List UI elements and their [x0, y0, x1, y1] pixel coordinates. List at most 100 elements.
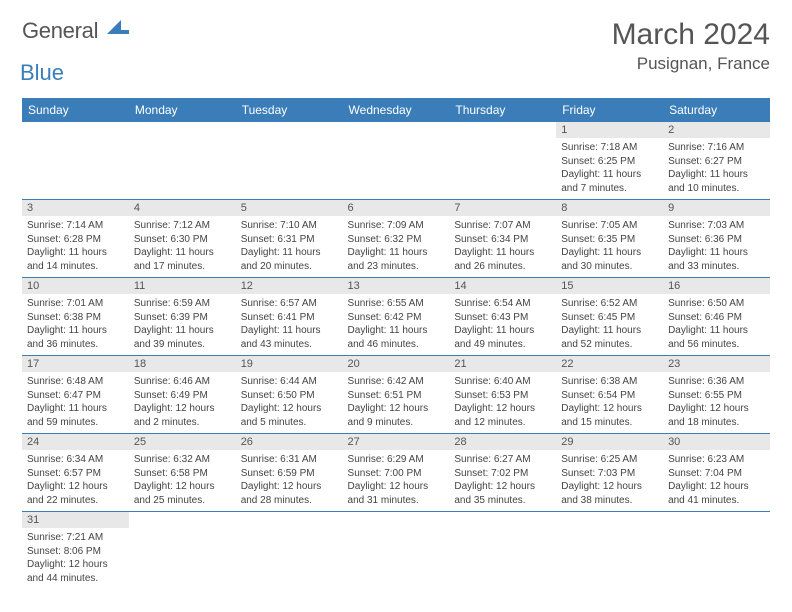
day-details: Sunrise: 7:14 AMSunset: 6:28 PMDaylight:… — [22, 216, 129, 277]
day-number: 21 — [449, 356, 556, 372]
calendar-cell: 22Sunrise: 6:38 AMSunset: 6:54 PMDayligh… — [556, 356, 663, 434]
day-number: 17 — [22, 356, 129, 372]
day-details: Sunrise: 6:57 AMSunset: 6:41 PMDaylight:… — [236, 294, 343, 355]
day-number: 1 — [556, 122, 663, 138]
day-number: 7 — [449, 200, 556, 216]
calendar-cell — [449, 122, 556, 200]
day-number: 22 — [556, 356, 663, 372]
calendar-cell: 8Sunrise: 7:05 AMSunset: 6:35 PMDaylight… — [556, 200, 663, 278]
day-details: Sunrise: 6:40 AMSunset: 6:53 PMDaylight:… — [449, 372, 556, 433]
calendar-cell: 4Sunrise: 7:12 AMSunset: 6:30 PMDaylight… — [129, 200, 236, 278]
day-number: 29 — [556, 434, 663, 450]
calendar-cell: 27Sunrise: 6:29 AMSunset: 7:00 PMDayligh… — [343, 434, 450, 512]
header: General Blue March 2024 Pusignan, France — [22, 18, 770, 86]
calendar-cell — [22, 122, 129, 200]
calendar-cell: 17Sunrise: 6:48 AMSunset: 6:47 PMDayligh… — [22, 356, 129, 434]
day-number: 8 — [556, 200, 663, 216]
day-number: 24 — [22, 434, 129, 450]
logo-flag-icon — [107, 25, 129, 42]
day-details: Sunrise: 7:03 AMSunset: 6:36 PMDaylight:… — [663, 216, 770, 277]
day-details: Sunrise: 7:05 AMSunset: 6:35 PMDaylight:… — [556, 216, 663, 277]
calendar-cell — [663, 512, 770, 590]
day-number: 3 — [22, 200, 129, 216]
calendar-cell: 18Sunrise: 6:46 AMSunset: 6:49 PMDayligh… — [129, 356, 236, 434]
day-details: Sunrise: 7:09 AMSunset: 6:32 PMDaylight:… — [343, 216, 450, 277]
day-number: 15 — [556, 278, 663, 294]
calendar-cell: 28Sunrise: 6:27 AMSunset: 7:02 PMDayligh… — [449, 434, 556, 512]
day-details: Sunrise: 6:36 AMSunset: 6:55 PMDaylight:… — [663, 372, 770, 433]
calendar-cell: 7Sunrise: 7:07 AMSunset: 6:34 PMDaylight… — [449, 200, 556, 278]
weekday-header: Tuesday — [236, 98, 343, 122]
calendar-body: 1Sunrise: 7:18 AMSunset: 6:25 PMDaylight… — [22, 122, 770, 589]
day-number: 23 — [663, 356, 770, 372]
calendar-cell: 19Sunrise: 6:44 AMSunset: 6:50 PMDayligh… — [236, 356, 343, 434]
weekday-header: Wednesday — [343, 98, 450, 122]
day-number: 16 — [663, 278, 770, 294]
weekday-header: Sunday — [22, 98, 129, 122]
day-number: 20 — [343, 356, 450, 372]
day-number: 30 — [663, 434, 770, 450]
day-number: 19 — [236, 356, 343, 372]
day-details: Sunrise: 6:50 AMSunset: 6:46 PMDaylight:… — [663, 294, 770, 355]
calendar-cell: 31Sunrise: 7:21 AMSunset: 8:06 PMDayligh… — [22, 512, 129, 590]
weekday-header: Saturday — [663, 98, 770, 122]
calendar-cell — [236, 512, 343, 590]
calendar-cell: 16Sunrise: 6:50 AMSunset: 6:46 PMDayligh… — [663, 278, 770, 356]
calendar-head: SundayMondayTuesdayWednesdayThursdayFrid… — [22, 98, 770, 122]
day-details: Sunrise: 6:31 AMSunset: 6:59 PMDaylight:… — [236, 450, 343, 511]
calendar-cell — [129, 512, 236, 590]
day-details: Sunrise: 6:46 AMSunset: 6:49 PMDaylight:… — [129, 372, 236, 433]
logo-general: General — [22, 18, 98, 43]
day-details: Sunrise: 6:27 AMSunset: 7:02 PMDaylight:… — [449, 450, 556, 511]
day-details: Sunrise: 6:59 AMSunset: 6:39 PMDaylight:… — [129, 294, 236, 355]
calendar-cell: 21Sunrise: 6:40 AMSunset: 6:53 PMDayligh… — [449, 356, 556, 434]
calendar-cell: 9Sunrise: 7:03 AMSunset: 6:36 PMDaylight… — [663, 200, 770, 278]
weekday-header: Friday — [556, 98, 663, 122]
day-number: 13 — [343, 278, 450, 294]
day-details: Sunrise: 6:44 AMSunset: 6:50 PMDaylight:… — [236, 372, 343, 433]
calendar-cell: 13Sunrise: 6:55 AMSunset: 6:42 PMDayligh… — [343, 278, 450, 356]
day-number: 9 — [663, 200, 770, 216]
calendar-cell — [556, 512, 663, 590]
day-details: Sunrise: 6:52 AMSunset: 6:45 PMDaylight:… — [556, 294, 663, 355]
day-details: Sunrise: 6:23 AMSunset: 7:04 PMDaylight:… — [663, 450, 770, 511]
calendar-cell: 26Sunrise: 6:31 AMSunset: 6:59 PMDayligh… — [236, 434, 343, 512]
day-details: Sunrise: 6:48 AMSunset: 6:47 PMDaylight:… — [22, 372, 129, 433]
calendar-cell: 12Sunrise: 6:57 AMSunset: 6:41 PMDayligh… — [236, 278, 343, 356]
day-details: Sunrise: 6:25 AMSunset: 7:03 PMDaylight:… — [556, 450, 663, 511]
day-details: Sunrise: 7:10 AMSunset: 6:31 PMDaylight:… — [236, 216, 343, 277]
weekday-header: Thursday — [449, 98, 556, 122]
day-details: Sunrise: 6:29 AMSunset: 7:00 PMDaylight:… — [343, 450, 450, 511]
day-number: 12 — [236, 278, 343, 294]
day-number: 6 — [343, 200, 450, 216]
day-number: 2 — [663, 122, 770, 138]
day-details: Sunrise: 7:21 AMSunset: 8:06 PMDaylight:… — [22, 528, 129, 589]
day-number: 4 — [129, 200, 236, 216]
day-details: Sunrise: 6:55 AMSunset: 6:42 PMDaylight:… — [343, 294, 450, 355]
calendar-cell: 6Sunrise: 7:09 AMSunset: 6:32 PMDaylight… — [343, 200, 450, 278]
day-number: 5 — [236, 200, 343, 216]
day-details: Sunrise: 6:32 AMSunset: 6:58 PMDaylight:… — [129, 450, 236, 511]
calendar-cell: 5Sunrise: 7:10 AMSunset: 6:31 PMDaylight… — [236, 200, 343, 278]
calendar-cell: 30Sunrise: 6:23 AMSunset: 7:04 PMDayligh… — [663, 434, 770, 512]
calendar-cell — [343, 512, 450, 590]
logo: General Blue — [22, 18, 129, 86]
calendar-cell: 15Sunrise: 6:52 AMSunset: 6:45 PMDayligh… — [556, 278, 663, 356]
day-details: Sunrise: 7:18 AMSunset: 6:25 PMDaylight:… — [556, 138, 663, 199]
day-details: Sunrise: 7:16 AMSunset: 6:27 PMDaylight:… — [663, 138, 770, 199]
day-details: Sunrise: 6:34 AMSunset: 6:57 PMDaylight:… — [22, 450, 129, 511]
calendar-table: SundayMondayTuesdayWednesdayThursdayFrid… — [22, 98, 770, 589]
day-details: Sunrise: 7:07 AMSunset: 6:34 PMDaylight:… — [449, 216, 556, 277]
calendar-cell: 1Sunrise: 7:18 AMSunset: 6:25 PMDaylight… — [556, 122, 663, 200]
day-number: 28 — [449, 434, 556, 450]
day-number: 31 — [22, 512, 129, 528]
calendar-cell: 10Sunrise: 7:01 AMSunset: 6:38 PMDayligh… — [22, 278, 129, 356]
calendar-cell: 20Sunrise: 6:42 AMSunset: 6:51 PMDayligh… — [343, 356, 450, 434]
title-block: March 2024 Pusignan, France — [612, 18, 770, 74]
day-details: Sunrise: 6:38 AMSunset: 6:54 PMDaylight:… — [556, 372, 663, 433]
day-number: 18 — [129, 356, 236, 372]
location: Pusignan, France — [612, 54, 770, 74]
calendar-cell — [129, 122, 236, 200]
calendar-cell: 3Sunrise: 7:14 AMSunset: 6:28 PMDaylight… — [22, 200, 129, 278]
calendar-cell — [236, 122, 343, 200]
